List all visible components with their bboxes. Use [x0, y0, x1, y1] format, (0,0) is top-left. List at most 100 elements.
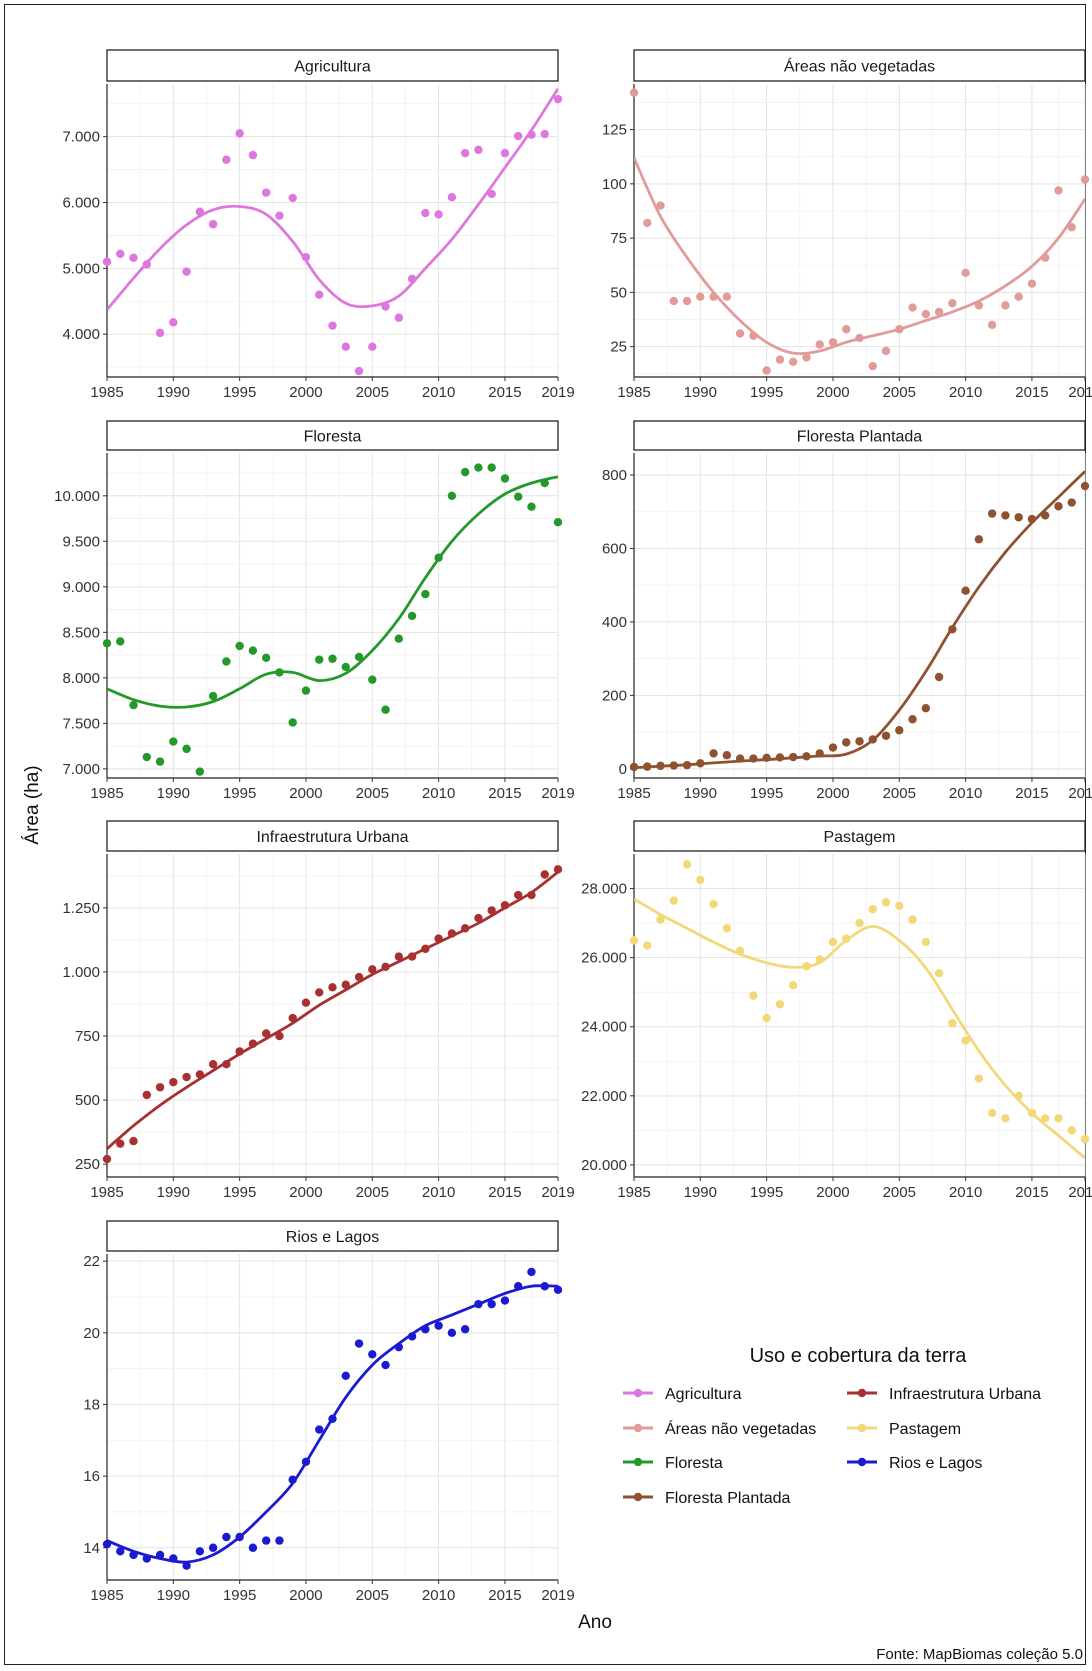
x-tick-label: 1990: [157, 785, 190, 802]
x-tick-label: 2010: [422, 1184, 455, 1201]
legend-item-pastagem: Pastagem: [847, 1421, 961, 1438]
x-tick-label: 2010: [949, 384, 982, 401]
data-point-agricultura: [407, 274, 417, 284]
data-point-rios-e-lagos: [155, 1550, 165, 1560]
data-point-infraestrutura-urbana: [394, 952, 404, 961]
y-tick-label: 22.000: [581, 1088, 627, 1105]
data-point-rios-e-lagos: [328, 1414, 337, 1423]
data-point-rios-e-lagos: [514, 1282, 523, 1291]
data-point-infraestrutura-urbana: [248, 1039, 258, 1048]
x-tick-label: 1985: [617, 785, 650, 802]
data-point-rios-e-lagos: [208, 1543, 218, 1552]
source-note: Fonte: MapBiomas coleção 5.0: [876, 1646, 1083, 1663]
legend-item-floresta: Floresta: [623, 1455, 723, 1472]
data-point-pastagem: [656, 915, 665, 924]
y-tick-label: 8.000: [62, 670, 100, 687]
data-point-rios-e-lagos: [102, 1539, 112, 1549]
panel-strip: [633, 820, 1086, 852]
data-point-floresta-plantada: [1041, 511, 1050, 520]
data-point-areas-nao-vegetadas: [881, 346, 891, 356]
data-point-floresta-plantada: [656, 761, 665, 771]
data-point-floresta-plantada: [1080, 481, 1090, 491]
x-tick-label: 2015: [488, 1587, 521, 1604]
data-point-pastagem: [1027, 1108, 1037, 1118]
data-point-floresta-plantada: [696, 759, 705, 768]
x-tick-label: 2000: [289, 785, 322, 802]
data-point-floresta: [275, 668, 284, 677]
data-point-rios-e-lagos: [460, 1325, 470, 1334]
data-point-floresta: [129, 700, 138, 710]
legend-item-rios-e-lagos: Rios e Lagos: [847, 1455, 982, 1472]
x-tick-label: 2005: [883, 384, 916, 401]
data-point-pastagem: [1054, 1114, 1063, 1123]
legend: Agricultura Áreas não vegetadas Floresta Fl…: [623, 1386, 1041, 1507]
data-point-rios-e-lagos: [169, 1554, 178, 1563]
data-point-rios-e-lagos: [553, 1285, 563, 1295]
y-tick-label: 400: [602, 614, 627, 631]
data-point-pastagem: [868, 905, 877, 914]
y-tick-label: 500: [75, 1092, 100, 1109]
legend-key-point: [633, 1457, 643, 1467]
data-point-pastagem: [802, 962, 811, 971]
data-point-agricultura: [514, 131, 523, 141]
data-point-pastagem: [895, 901, 904, 911]
data-point-areas-nao-vegetadas: [1027, 279, 1037, 288]
data-point-rios-e-lagos: [394, 1342, 404, 1352]
data-point-floresta-plantada: [908, 715, 917, 724]
x-tick-label: 1990: [157, 1587, 190, 1604]
data-point-floresta-plantada: [802, 752, 811, 761]
panel-areas-nao-vegetadas: Áreas não vegetadas 25 50 75 100 125 1985 1990 1…: [602, 49, 1092, 401]
data-point-infraestrutura-urbana: [288, 1013, 297, 1023]
data-point-pastagem: [775, 1000, 785, 1009]
legend-key-point: [857, 1423, 867, 1433]
data-point-infraestrutura-urbana: [514, 890, 523, 900]
data-point-pastagem: [828, 937, 838, 947]
data-point-floresta-plantada: [1014, 513, 1023, 522]
data-point-floresta: [341, 662, 350, 672]
x-tick-label: 1995: [750, 785, 783, 802]
data-point-areas-nao-vegetadas: [656, 201, 665, 210]
data-point-areas-nao-vegetadas: [709, 292, 718, 301]
y-tick-label: 9.500: [62, 533, 100, 550]
data-point-infraestrutura-urbana: [354, 972, 364, 982]
data-point-agricultura: [261, 188, 271, 197]
data-point-areas-nao-vegetadas: [855, 333, 864, 343]
x-tick-label: 1990: [684, 384, 717, 401]
data-point-rios-e-lagos: [222, 1532, 231, 1542]
data-point-pastagem: [629, 936, 639, 945]
data-point-rios-e-lagos: [527, 1267, 536, 1277]
data-point-infraestrutura-urbana: [421, 944, 430, 954]
data-point-areas-nao-vegetadas: [948, 299, 957, 308]
data-point-rios-e-lagos: [421, 1325, 430, 1334]
legend-item-agricultura: Agricultura: [623, 1386, 742, 1403]
y-tick-label: 100: [602, 176, 627, 193]
data-point-agricultura: [222, 155, 231, 164]
data-point-floresta-plantada: [974, 535, 984, 544]
data-point-agricultura: [195, 207, 205, 216]
data-point-infraestrutura-urbana: [208, 1060, 218, 1069]
y-tick-label: 250: [75, 1156, 100, 1173]
x-tick-label: 2015: [488, 384, 521, 401]
data-point-areas-nao-vegetadas: [974, 301, 984, 310]
data-point-pastagem: [709, 899, 718, 909]
data-point-floresta: [235, 641, 244, 651]
x-tick-label: 2000: [816, 785, 849, 802]
data-point-areas-nao-vegetadas: [934, 307, 944, 317]
y-tick-label: 0: [619, 761, 627, 778]
data-point-infraestrutura-urbana: [474, 913, 483, 923]
data-point-pastagem: [921, 937, 931, 947]
data-point-rios-e-lagos: [315, 1425, 324, 1434]
data-point-floresta: [301, 686, 311, 695]
data-point-agricultura: [460, 148, 470, 158]
data-point-infraestrutura-urbana: [460, 924, 470, 933]
x-tick-label: 1990: [684, 1184, 717, 1201]
data-point-infraestrutura-urbana: [341, 980, 350, 989]
data-point-floresta-plantada: [749, 754, 758, 763]
panel-agricultura: Agricultura 4.000 5.000 6.000 7.000 1985 1990 1…: [62, 49, 575, 401]
data-point-rios-e-lagos: [142, 1554, 151, 1563]
data-point-infraestrutura-urbana: [102, 1154, 112, 1164]
x-tick-label: 2000: [289, 384, 322, 401]
x-tick-label: 1995: [750, 384, 783, 401]
trend-line-floresta-plantada: [634, 470, 1085, 770]
trend-line-infraestrutura-urbana: [107, 870, 558, 1150]
